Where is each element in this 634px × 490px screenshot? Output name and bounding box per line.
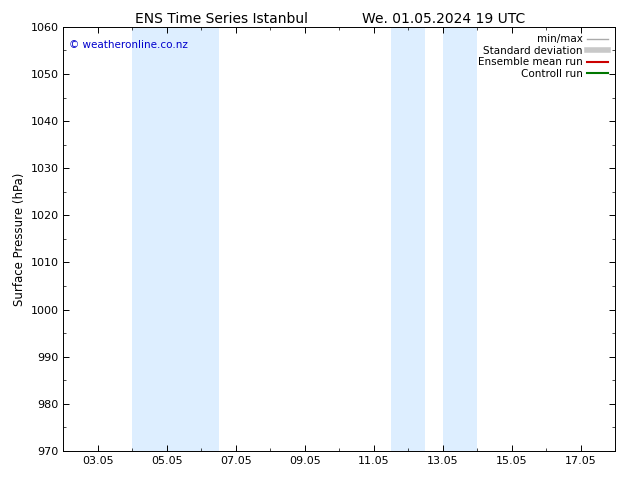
Legend: min/max, Standard deviation, Ensemble mean run, Controll run: min/max, Standard deviation, Ensemble me…	[476, 32, 610, 81]
Y-axis label: Surface Pressure (hPa): Surface Pressure (hPa)	[13, 172, 26, 306]
Bar	[443, 27, 477, 451]
Text: ENS Time Series Istanbul: ENS Time Series Istanbul	[136, 12, 308, 26]
Text: We. 01.05.2024 19 UTC: We. 01.05.2024 19 UTC	[362, 12, 526, 26]
Bar	[391, 27, 425, 451]
Bar	[133, 27, 219, 451]
Text: © weatheronline.co.nz: © weatheronline.co.nz	[69, 40, 188, 49]
